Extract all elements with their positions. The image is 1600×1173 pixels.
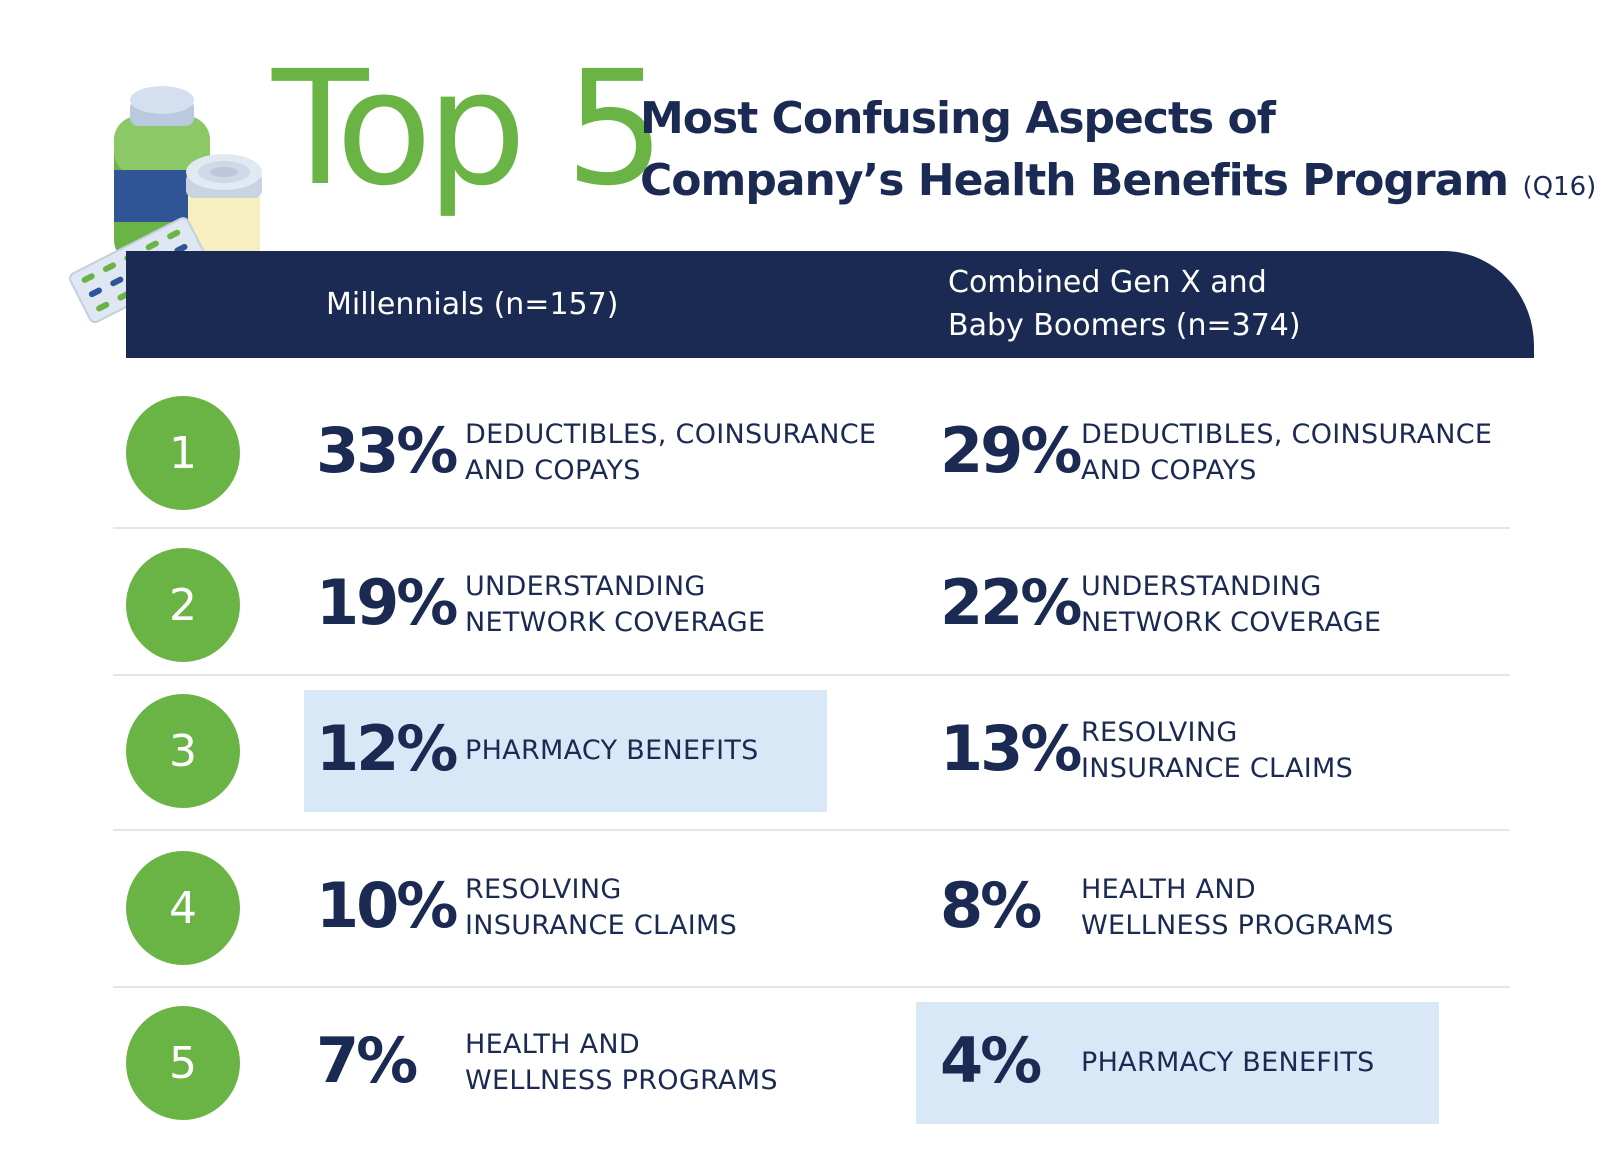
item-label-genx-boomers-4: HEALTH AND WELLNESS PROGRAMS — [1081, 872, 1394, 944]
row-divider — [113, 674, 1510, 676]
item-label-millennials-1: DEDUCTIBLES, COINSURANCE AND COPAYS — [465, 417, 876, 489]
rank-badge-1: 1 — [126, 396, 240, 510]
column-header-genx-line-1: Combined Gen X and — [948, 265, 1267, 300]
rank-badge-5: 5 — [126, 1006, 240, 1120]
item-label-line: UNDERSTANDING — [465, 571, 706, 602]
column-header-genx-line-2: Baby Boomers (n=374) — [948, 308, 1301, 343]
item-label-line: RESOLVING — [465, 874, 622, 905]
subtitle-line-2: Company’s Health Benefits Program (Q16) — [640, 150, 1596, 218]
item-label-genx-boomers-3: RESOLVING INSURANCE CLAIMS — [1081, 715, 1353, 787]
pct-value-millennials-2: 19% — [316, 566, 458, 639]
subtitle-line-2-text: Company’s Health Benefits Program — [640, 155, 1509, 206]
pct-value-genx-boomers-1: 29% — [940, 414, 1082, 487]
item-label-line: DEDUCTIBLES, COINSURANCE — [1081, 419, 1493, 450]
column-header-genx-boomers: Combined Gen X and Baby Boomers (n=374) — [948, 261, 1301, 347]
item-label-line: RESOLVING — [1081, 717, 1238, 748]
item-label-millennials-3: PHARMACY BENEFITS — [465, 733, 759, 769]
question-code: (Q16) — [1522, 172, 1597, 202]
column-header-millennials-line-1: Millennials (n=157) — [326, 287, 619, 322]
item-label-millennials-4: RESOLVING INSURANCE CLAIMS — [465, 872, 737, 944]
item-label-line: PHARMACY BENEFITS — [1081, 1047, 1375, 1078]
pct-value-millennials-5: 7% — [316, 1024, 418, 1097]
item-label-genx-boomers-1: DEDUCTIBLES, COINSURANCE AND COPAYS — [1081, 417, 1492, 489]
item-label-line: INSURANCE CLAIMS — [1081, 753, 1354, 784]
item-label-line: AND COPAYS — [465, 455, 641, 486]
column-header-band — [126, 251, 1534, 358]
item-label-line: HEALTH AND — [1081, 874, 1256, 905]
item-label-millennials-2: UNDERSTANDING NETWORK COVERAGE — [465, 569, 765, 641]
row-divider — [113, 527, 1510, 529]
pct-value-millennials-1: 33% — [316, 414, 458, 487]
rank-badge-2: 2 — [126, 548, 240, 662]
item-label-line: DEDUCTIBLES, COINSURANCE — [465, 419, 877, 450]
item-label-millennials-5: HEALTH AND WELLNESS PROGRAMS — [465, 1027, 778, 1099]
item-label-line: NETWORK COVERAGE — [465, 607, 766, 638]
rank-badge-4: 4 — [126, 851, 240, 965]
highlight-box-genx-boomers — [916, 1002, 1439, 1124]
item-label-genx-boomers-5: PHARMACY BENEFITS — [1081, 1045, 1375, 1081]
pct-value-millennials-4: 10% — [316, 869, 458, 942]
pct-value-genx-boomers-3: 13% — [940, 712, 1082, 785]
item-label-line: INSURANCE CLAIMS — [465, 910, 738, 941]
pct-value-genx-boomers-5: 4% — [940, 1024, 1042, 1097]
item-label-line: HEALTH AND — [465, 1029, 640, 1060]
row-divider — [113, 986, 1510, 988]
column-header-millennials: Millennials (n=157) — [326, 283, 618, 326]
subtitle-line-1: Most Confusing Aspects of — [640, 93, 1276, 144]
pct-value-genx-boomers-4: 8% — [940, 869, 1042, 942]
item-label-line: WELLNESS PROGRAMS — [465, 1065, 778, 1096]
chart-title-big: Top 5 — [272, 37, 665, 221]
chart-subtitle: Most Confusing Aspects of Company’s Heal… — [640, 88, 1596, 218]
row-divider — [113, 829, 1510, 831]
item-label-line: PHARMACY BENEFITS — [465, 735, 759, 766]
item-label-genx-boomers-2: UNDERSTANDING NETWORK COVERAGE — [1081, 569, 1381, 641]
highlight-box-millennials — [304, 690, 827, 812]
rank-badge-3: 3 — [126, 694, 240, 808]
pct-value-millennials-3: 12% — [316, 712, 458, 785]
pct-value-genx-boomers-2: 22% — [940, 566, 1082, 639]
item-label-line: WELLNESS PROGRAMS — [1081, 910, 1394, 941]
item-label-line: AND COPAYS — [1081, 455, 1257, 486]
item-label-line: NETWORK COVERAGE — [1081, 607, 1382, 638]
item-label-line: UNDERSTANDING — [1081, 571, 1322, 602]
